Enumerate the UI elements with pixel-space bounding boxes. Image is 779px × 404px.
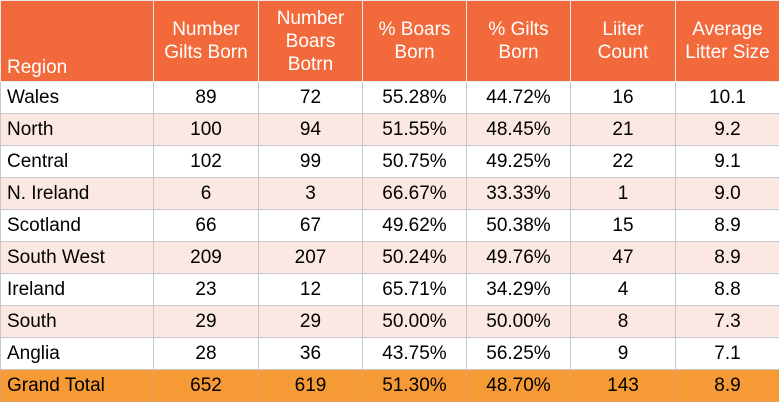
cell-avg-litter-size: 10.1 — [675, 81, 779, 114]
cell-region: Anglia — [0, 337, 154, 370]
cell-gilts-born: 102 — [153, 145, 259, 178]
column-header-pct-boars: % Boars Born — [362, 0, 467, 82]
cell-avg-litter-size: 9.1 — [675, 145, 779, 178]
cell-region: North — [0, 113, 154, 146]
cell-avg-litter-size: 9.0 — [675, 177, 779, 210]
cell-litter-count: 47 — [570, 241, 676, 274]
cell-litter-count: 1 — [570, 177, 676, 210]
cell-boars-born: 36 — [258, 337, 363, 370]
cell-avg-litter-size: 7.3 — [675, 305, 779, 338]
total-cell-gilts-born: 652 — [153, 369, 259, 402]
table-row: Central 102 99 50.75% 49.25% 22 9.1 — [0, 145, 779, 178]
table-row: Anglia 28 36 43.75% 56.25% 9 7.1 — [0, 337, 779, 370]
cell-boars-born: 12 — [258, 273, 363, 306]
cell-gilts-born: 6 — [153, 177, 259, 210]
header-row: Region Number Gilts Born Number Boars Botr… — [0, 0, 779, 82]
cell-litter-count: 15 — [570, 209, 676, 242]
total-cell-boars-born: 619 — [258, 369, 363, 402]
cell-gilts-born: 209 — [153, 241, 259, 274]
cell-avg-litter-size: 8.8 — [675, 273, 779, 306]
cell-pct-gilts: 44.72% — [466, 81, 571, 114]
cell-gilts-born: 100 — [153, 113, 259, 146]
cell-pct-boars: 49.62% — [362, 209, 467, 242]
total-cell-region: Grand Total — [0, 369, 154, 402]
cell-litter-count: 9 — [570, 337, 676, 370]
column-header-pct-gilts: % Gilts Born — [466, 0, 571, 82]
cell-avg-litter-size: 9.2 — [675, 113, 779, 146]
cell-gilts-born: 89 — [153, 81, 259, 114]
table-row: South 29 29 50.00% 50.00% 8 7.3 — [0, 305, 779, 338]
cell-boars-born: 99 — [258, 145, 363, 178]
cell-avg-litter-size: 8.9 — [675, 209, 779, 242]
cell-boars-born: 72 — [258, 81, 363, 114]
column-header-avg-litter-size: Average Litter Size — [675, 0, 779, 82]
table-row: South West 209 207 50.24% 49.76% 47 8.9 — [0, 241, 779, 274]
table-row: Wales 89 72 55.28% 44.72% 16 10.1 — [0, 81, 779, 114]
cell-boars-born: 67 — [258, 209, 363, 242]
cell-pct-boars: 66.67% — [362, 177, 467, 210]
cell-pct-boars: 50.24% — [362, 241, 467, 274]
cell-pct-boars: 43.75% — [362, 337, 467, 370]
cell-boars-born: 207 — [258, 241, 363, 274]
cell-pct-gilts: 49.25% — [466, 145, 571, 178]
table-row: North 100 94 51.55% 48.45% 21 9.2 — [0, 113, 779, 146]
cell-pct-gilts: 33.33% — [466, 177, 571, 210]
cell-pct-boars: 50.75% — [362, 145, 467, 178]
total-cell-avg-litter-size: 8.9 — [675, 369, 779, 402]
cell-litter-count: 8 — [570, 305, 676, 338]
cell-pct-boars: 55.28% — [362, 81, 467, 114]
cell-pct-boars: 50.00% — [362, 305, 467, 338]
cell-pct-gilts: 56.25% — [466, 337, 571, 370]
cell-region: N. Ireland — [0, 177, 154, 210]
table-body: Wales 89 72 55.28% 44.72% 16 10.1 North 100 94 51.… — [0, 81, 779, 370]
cell-region: Wales — [0, 81, 154, 114]
column-header-litter-count: Liiter Count — [570, 0, 676, 82]
total-cell-litter-count: 143 — [570, 369, 676, 402]
table-row: N. Ireland 6 3 66.67% 33.33% 1 9.0 — [0, 177, 779, 210]
cell-boars-born: 94 — [258, 113, 363, 146]
cell-region: Scotland — [0, 209, 154, 242]
cell-gilts-born: 28 — [153, 337, 259, 370]
table-row: Scotland 66 67 49.62% 50.38% 15 8.9 — [0, 209, 779, 242]
cell-region: South West — [0, 241, 154, 274]
column-header-boars-born: Number Boars Botrn — [258, 0, 363, 82]
grand-total-row: Grand Total 652 619 51.30% 48.70% 143 8.9 — [0, 369, 779, 402]
cell-pct-gilts: 34.29% — [466, 273, 571, 306]
cell-region: Ireland — [0, 273, 154, 306]
cell-pct-gilts: 50.38% — [466, 209, 571, 242]
cell-litter-count: 4 — [570, 273, 676, 306]
cell-litter-count: 22 — [570, 145, 676, 178]
total-cell-pct-gilts: 48.70% — [466, 369, 571, 402]
cell-pct-gilts: 48.45% — [466, 113, 571, 146]
total-cell-pct-boars: 51.30% — [362, 369, 467, 402]
cell-gilts-born: 66 — [153, 209, 259, 242]
cell-boars-born: 3 — [258, 177, 363, 210]
cell-avg-litter-size: 7.1 — [675, 337, 779, 370]
cell-litter-count: 16 — [570, 81, 676, 114]
cell-avg-litter-size: 8.9 — [675, 241, 779, 274]
column-header-gilts-born: Number Gilts Born — [153, 0, 259, 82]
cell-pct-boars: 65.71% — [362, 273, 467, 306]
cell-boars-born: 29 — [258, 305, 363, 338]
cell-pct-boars: 51.55% — [362, 113, 467, 146]
cell-region: South — [0, 305, 154, 338]
cell-pct-gilts: 49.76% — [466, 241, 571, 274]
table-row: Ireland 23 12 65.71% 34.29% 4 8.8 — [0, 273, 779, 306]
cell-pct-gilts: 50.00% — [466, 305, 571, 338]
cell-gilts-born: 29 — [153, 305, 259, 338]
cell-region: Central — [0, 145, 154, 178]
cell-gilts-born: 23 — [153, 273, 259, 306]
column-header-region: Region — [0, 0, 154, 82]
cell-litter-count: 21 — [570, 113, 676, 146]
